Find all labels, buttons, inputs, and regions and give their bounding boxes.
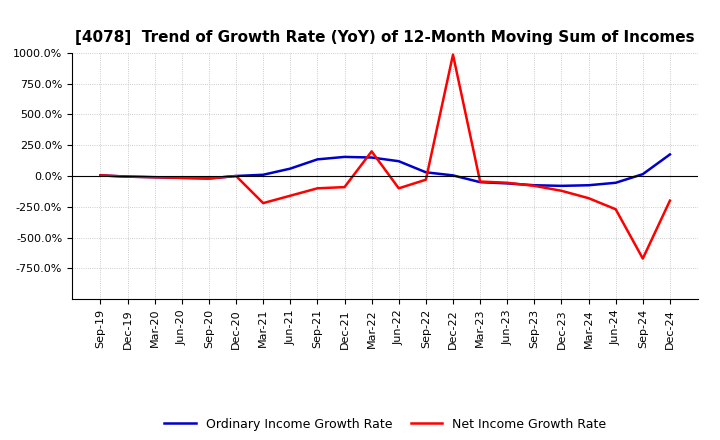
Ordinary Income Growth Rate bbox=[204, 176, 213, 181]
Net Income Growth Rate bbox=[530, 183, 539, 188]
Ordinary Income Growth Rate bbox=[503, 181, 511, 186]
Net Income Growth Rate bbox=[611, 207, 620, 212]
Net Income Growth Rate bbox=[639, 256, 647, 261]
Ordinary Income Growth Rate bbox=[259, 172, 268, 177]
Net Income Growth Rate bbox=[421, 177, 430, 182]
Ordinary Income Growth Rate bbox=[286, 166, 294, 171]
Ordinary Income Growth Rate bbox=[395, 158, 403, 164]
Net Income Growth Rate bbox=[476, 179, 485, 184]
Ordinary Income Growth Rate bbox=[232, 173, 240, 179]
Net Income Growth Rate bbox=[150, 175, 159, 180]
Ordinary Income Growth Rate bbox=[421, 170, 430, 175]
Ordinary Income Growth Rate bbox=[123, 174, 132, 179]
Ordinary Income Growth Rate bbox=[584, 183, 593, 188]
Ordinary Income Growth Rate bbox=[665, 152, 674, 157]
Ordinary Income Growth Rate bbox=[611, 180, 620, 185]
Net Income Growth Rate bbox=[259, 201, 268, 206]
Ordinary Income Growth Rate bbox=[178, 175, 186, 180]
Ordinary Income Growth Rate bbox=[476, 180, 485, 185]
Ordinary Income Growth Rate bbox=[449, 173, 457, 178]
Net Income Growth Rate bbox=[367, 149, 376, 154]
Net Income Growth Rate bbox=[313, 186, 322, 191]
Line: Net Income Growth Rate: Net Income Growth Rate bbox=[101, 55, 670, 259]
Net Income Growth Rate bbox=[449, 52, 457, 57]
Line: Ordinary Income Growth Rate: Ordinary Income Growth Rate bbox=[101, 154, 670, 186]
Net Income Growth Rate bbox=[557, 188, 566, 194]
Title: [4078]  Trend of Growth Rate (YoY) of 12-Month Moving Sum of Incomes: [4078] Trend of Growth Rate (YoY) of 12-… bbox=[76, 29, 695, 45]
Net Income Growth Rate bbox=[232, 173, 240, 179]
Ordinary Income Growth Rate bbox=[557, 183, 566, 188]
Net Income Growth Rate bbox=[395, 186, 403, 191]
Net Income Growth Rate bbox=[178, 175, 186, 180]
Ordinary Income Growth Rate bbox=[367, 155, 376, 160]
Ordinary Income Growth Rate bbox=[313, 157, 322, 162]
Ordinary Income Growth Rate bbox=[96, 173, 105, 178]
Ordinary Income Growth Rate bbox=[341, 154, 349, 160]
Ordinary Income Growth Rate bbox=[639, 172, 647, 177]
Net Income Growth Rate bbox=[341, 184, 349, 190]
Net Income Growth Rate bbox=[286, 193, 294, 198]
Ordinary Income Growth Rate bbox=[530, 183, 539, 188]
Net Income Growth Rate bbox=[96, 173, 105, 178]
Net Income Growth Rate bbox=[503, 180, 511, 185]
Legend: Ordinary Income Growth Rate, Net Income Growth Rate: Ordinary Income Growth Rate, Net Income … bbox=[159, 413, 611, 436]
Net Income Growth Rate bbox=[204, 176, 213, 181]
Net Income Growth Rate bbox=[123, 174, 132, 179]
Net Income Growth Rate bbox=[665, 198, 674, 203]
Ordinary Income Growth Rate bbox=[150, 175, 159, 180]
Net Income Growth Rate bbox=[584, 195, 593, 201]
